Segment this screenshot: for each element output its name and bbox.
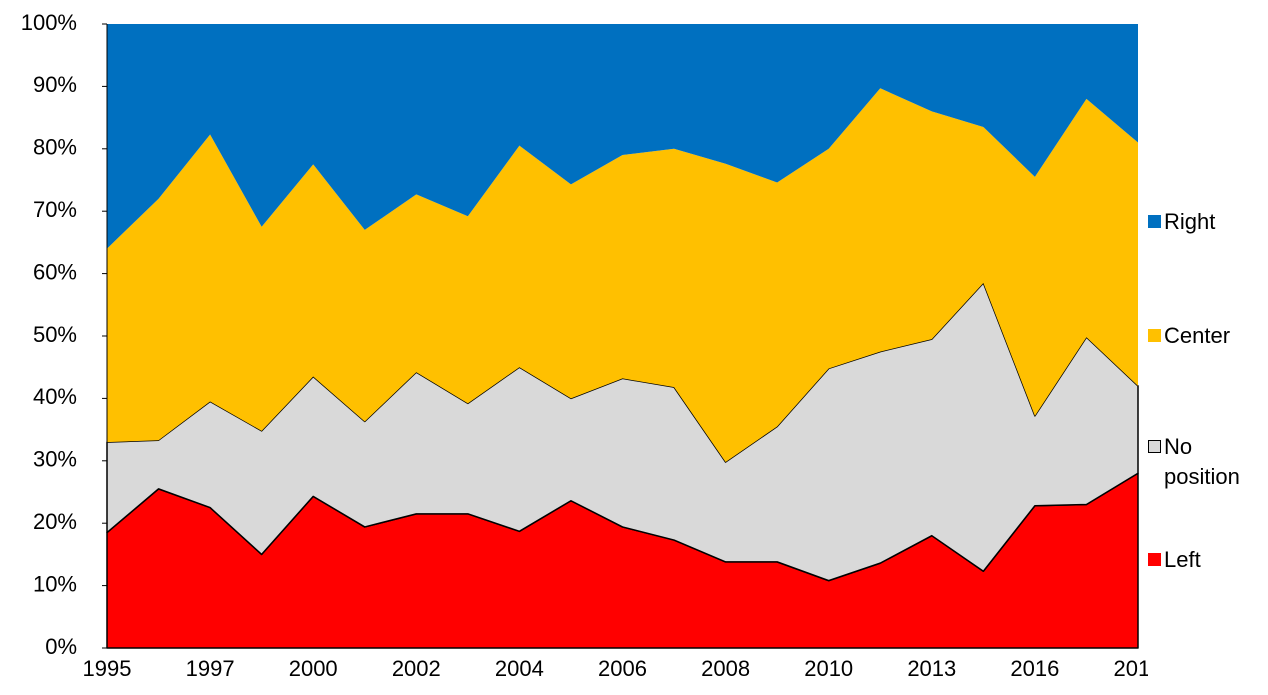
y-tick-label: 100% xyxy=(21,10,77,35)
y-tick-label: 10% xyxy=(33,571,77,596)
y-tick-label: 30% xyxy=(33,447,77,472)
x-tick-label: 1995 xyxy=(83,656,132,681)
x-tick-label: 2016 xyxy=(1010,656,1059,681)
y-tick-label: 80% xyxy=(33,135,77,160)
legend-label: No position xyxy=(1164,434,1240,489)
legend-swatch xyxy=(1148,440,1161,453)
x-tick-label: 1997 xyxy=(186,656,235,681)
legend-swatch xyxy=(1148,215,1161,228)
legend-item: Center xyxy=(1148,321,1266,351)
y-tick-label: 90% xyxy=(33,72,77,97)
x-tick-label: 2008 xyxy=(701,656,750,681)
y-tick-label: 20% xyxy=(33,509,77,534)
x-tick-label: 2002 xyxy=(392,656,441,681)
area xyxy=(107,24,1138,249)
legend-label: Left xyxy=(1164,547,1201,572)
area xyxy=(107,88,1138,463)
legend-item: Right xyxy=(1148,207,1266,237)
legend-item: No position xyxy=(1148,432,1266,492)
x-tick-label: 2018 xyxy=(1114,656,1148,681)
chart: 0% 10% 20% 30% 40% 50% 60% 70% 80% 90% 100% 1995 199… xyxy=(21,10,1163,681)
x-tick-label: 2010 xyxy=(804,656,853,681)
x-tick-label: 2006 xyxy=(598,656,647,681)
y-tick-label: 60% xyxy=(33,259,77,284)
y-tick-label: 0% xyxy=(45,634,77,659)
x-tick-label: 2004 xyxy=(495,656,544,681)
legend-label: Right xyxy=(1164,209,1216,234)
legend-swatch xyxy=(1148,329,1161,342)
legend-swatch xyxy=(1148,553,1161,566)
y-tick-label: 50% xyxy=(33,322,77,347)
y-tick-label: 70% xyxy=(33,197,77,222)
x-tick-label: 2000 xyxy=(289,656,338,681)
legend-label: Center xyxy=(1164,323,1231,348)
x-tick-label: 2013 xyxy=(907,656,956,681)
y-tick-label: 40% xyxy=(33,384,77,409)
legend-item: Left xyxy=(1148,545,1266,575)
